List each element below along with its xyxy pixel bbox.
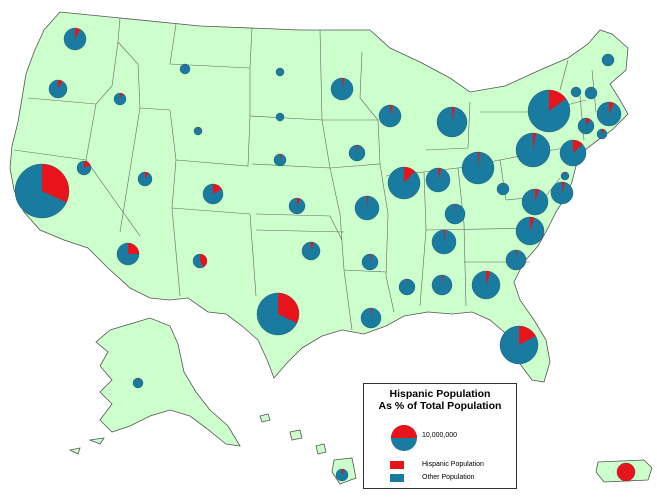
- pie-hispanic-oregon: [58, 80, 63, 89]
- pie-hispanic-arkansas: [370, 254, 372, 262]
- pie-hispanic-texas: [278, 293, 300, 323]
- pie-hispanic-illinois: [404, 167, 415, 183]
- pie-hispanic-new-jersey: [573, 140, 583, 153]
- legend-other-label: Other Population: [422, 474, 475, 481]
- pie-hispanic-utah: [145, 172, 149, 179]
- pie-hispanic-delaware: [565, 172, 567, 176]
- pie-hispanic-wyoming: [198, 127, 200, 131]
- legend-title: Hispanic Population As % of Total Popula…: [364, 388, 516, 412]
- pie-hispanic-indiana: [438, 168, 441, 180]
- pie-hispanic-north-carolina: [530, 217, 535, 231]
- alaska-landmass: [95, 317, 241, 447]
- legend-hispanic-label: Hispanic Population: [422, 461, 484, 468]
- pie-hispanic-ohio: [478, 152, 481, 168]
- hawaii-island: [289, 429, 303, 441]
- legend-title-line2: As % of Total Population: [378, 400, 502, 412]
- pie-hispanic-hawaii: [342, 469, 345, 475]
- pie-hispanic-georgia: [486, 271, 491, 285]
- pie-hispanic-colorado: [213, 184, 222, 194]
- pie-hispanic-south-carolina: [516, 250, 518, 260]
- pie-hispanic-montana: [185, 64, 186, 69]
- pie-hispanic-massachusetts: [609, 102, 615, 114]
- pie-hispanic-mississippi: [407, 279, 408, 287]
- legend-scale-pie: [391, 425, 417, 451]
- hawaii-island: [259, 413, 271, 423]
- pie-hispanic-kentucky: [455, 204, 456, 214]
- pie-hispanic-pennsylvania: [533, 133, 537, 150]
- state-pie-charts: [14, 27, 636, 482]
- pie-hispanic-new-york: [549, 90, 566, 111]
- pie-hispanic-alabama: [442, 275, 444, 285]
- pie-hispanic-missouri: [367, 196, 369, 208]
- pie-hispanic-oklahoma: [311, 242, 314, 251]
- legend-title-line1: Hispanic Population: [389, 388, 491, 400]
- legend: Hispanic Population As % of Total Popula…: [363, 383, 517, 489]
- pie-hispanic-nebraska: [280, 154, 282, 160]
- legend-hispanic-swatch: [390, 461, 404, 469]
- hawaii-island: [315, 443, 327, 455]
- state-borders: [13, 17, 597, 331]
- pie-hispanic-california: [42, 164, 69, 203]
- pie-hispanic-rhode-island: [602, 129, 605, 134]
- pie-hispanic-idaho: [120, 93, 123, 99]
- pie-hispanic-tennessee: [444, 230, 446, 242]
- pie-hispanic-louisiana: [371, 308, 373, 318]
- pie-hispanic-minnesota: [342, 78, 345, 89]
- pie-hispanic-arizona: [128, 243, 139, 254]
- legend-other-swatch: [390, 474, 404, 482]
- pie-hispanic-virginia: [535, 189, 540, 202]
- pie-hispanic-nevada: [84, 161, 91, 168]
- pie-hispanic-new-hampshire: [591, 87, 592, 93]
- pie-hispanic-iowa: [357, 145, 359, 153]
- legend-scale-label: 10,000,000: [422, 432, 458, 439]
- pie-hispanic-florida: [519, 326, 536, 345]
- pie-hispanic-new-mexico: [200, 254, 208, 268]
- pie-hispanic-wisconsin: [390, 105, 393, 116]
- pie-hispanic-puerto-rico: [616, 463, 635, 482]
- pie-hispanic-maryland: [562, 182, 565, 193]
- pie-hispanic-connecticut: [586, 118, 591, 126]
- pie-hispanic-washington: [75, 28, 81, 39]
- pie-hispanic-kansas: [297, 198, 301, 206]
- aleutian-island: [68, 447, 81, 455]
- aleutian-island: [88, 437, 105, 445]
- pie-hispanic-michigan: [452, 107, 455, 122]
- legend-scale-hispanic-slice: [391, 425, 417, 438]
- pie-hispanic-alaska: [138, 378, 140, 383]
